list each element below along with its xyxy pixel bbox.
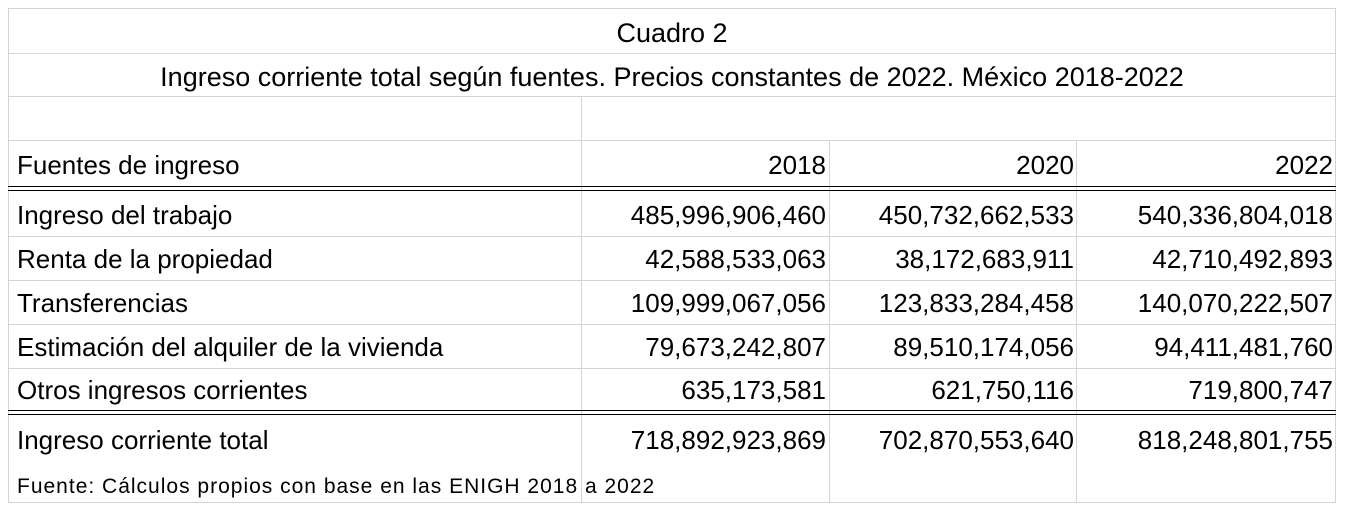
grid-line <box>8 96 1336 97</box>
grid-line <box>8 502 1336 503</box>
grid-line <box>829 140 830 502</box>
cell-value: 635,173,581 <box>681 375 826 405</box>
grid-line <box>8 280 1336 281</box>
cell-value: 123,833,284,458 <box>878 288 1074 318</box>
header-year-2018: 2018 <box>768 150 826 180</box>
total-value-2018: 718,892,923,869 <box>630 425 826 455</box>
total-value-2022: 818,248,801,755 <box>1137 425 1333 455</box>
source-note: Fuente: Cálculos propios con base en las… <box>17 475 656 498</box>
header-year-2020: 2020 <box>1016 150 1074 180</box>
total-double-rule-bottom <box>8 414 1336 415</box>
grid-line <box>8 324 1336 325</box>
grid-line <box>8 140 1336 141</box>
grid-line <box>8 53 1336 54</box>
cell-value: 38,172,683,911 <box>895 244 1074 274</box>
table-subtitle: Ingreso corriente total según fuentes. P… <box>160 62 1184 92</box>
total-double-rule-top <box>8 410 1336 411</box>
header-year-2022: 2022 <box>1275 150 1333 180</box>
grid-line <box>581 96 582 502</box>
grid-line <box>8 8 1336 9</box>
row-label: Transferencias <box>17 288 188 318</box>
row-label: Otros ingresos corrientes <box>17 375 308 405</box>
cell-value: 450,732,662,533 <box>878 200 1074 230</box>
grid-line <box>1076 140 1077 502</box>
row-label: Ingreso del trabajo <box>17 200 233 230</box>
cell-value: 89,510,174,056 <box>893 332 1074 362</box>
header-sources: Fuentes de ingreso <box>17 150 240 180</box>
cell-value: 140,070,222,507 <box>1137 288 1333 318</box>
cell-value: 109,999,067,056 <box>630 288 826 318</box>
row-label: Renta de la propiedad <box>17 244 273 274</box>
cell-value: 94,411,481,760 <box>1154 332 1333 362</box>
cell-value: 540,336,804,018 <box>1137 200 1333 230</box>
total-value-2020: 702,870,553,640 <box>878 425 1074 455</box>
grid-line <box>8 8 9 502</box>
row-label: Estimación del alquiler de la vivienda <box>17 332 444 362</box>
grid-line <box>8 236 1336 237</box>
grid-line <box>1335 8 1336 502</box>
cell-value: 42,710,492,893 <box>1152 244 1333 274</box>
header-double-rule-top <box>8 186 1336 187</box>
header-double-rule-bottom <box>8 190 1336 191</box>
cell-value: 79,673,242,807 <box>645 332 826 362</box>
cell-value: 42,588,533,063 <box>645 244 826 274</box>
cell-value: 621,750,116 <box>931 375 1074 405</box>
table-caption: Cuadro 2 <box>616 18 728 48</box>
grid-line <box>8 368 1336 369</box>
cell-value: 485,996,906,460 <box>630 200 826 230</box>
total-label: Ingreso corriente total <box>17 425 269 455</box>
cell-value: 719,800,747 <box>1188 375 1333 405</box>
